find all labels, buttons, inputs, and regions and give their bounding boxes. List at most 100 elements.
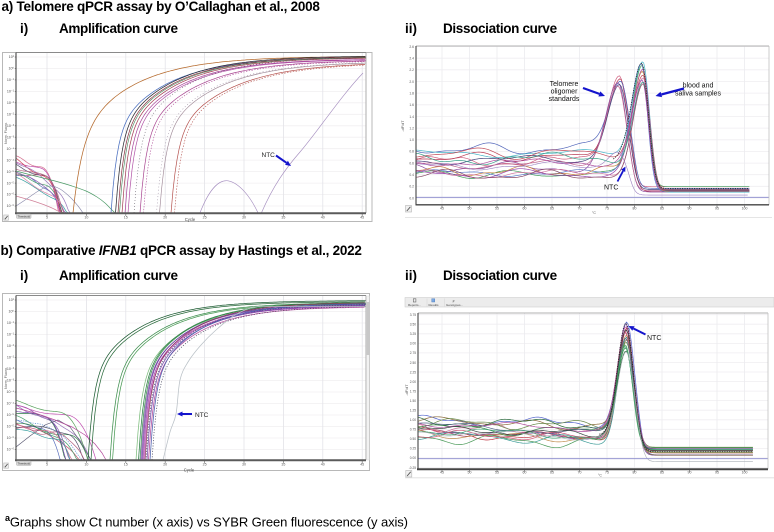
svg-text:Reports...: Reports... (408, 303, 421, 307)
svg-text:NTC: NTC (604, 185, 618, 192)
svg-text:40: 40 (321, 463, 325, 467)
svg-text:10⁻⁶: 10⁻⁶ (7, 193, 15, 197)
svg-text:-dF/dT: -dF/dT (401, 120, 405, 132)
svg-text:15: 15 (124, 463, 128, 467)
svg-text:10⁻⁵: 10⁻⁵ (7, 413, 15, 417)
svg-text:0.50: 0.50 (410, 437, 416, 441)
svg-text:Threshold: Threshold (17, 461, 30, 465)
svg-text:oligomer: oligomer (551, 89, 579, 96)
svg-text:#: # (453, 299, 455, 303)
svg-text:30: 30 (242, 216, 246, 220)
svg-text:0.0: 0.0 (409, 196, 414, 200)
svg-text:25: 25 (203, 216, 207, 220)
svg-text:1.8: 1.8 (409, 91, 414, 95)
svg-text:-dF/dT: -dF/dT (405, 384, 409, 396)
svg-text:2.00: 2.00 (410, 380, 416, 384)
svg-text:0.2: 0.2 (409, 185, 414, 189)
svg-text:35: 35 (281, 216, 285, 220)
svg-text:10⁻¹: 10⁻¹ (7, 90, 15, 94)
svg-text:15: 15 (124, 216, 128, 220)
svg-text:2.0: 2.0 (409, 80, 414, 84)
svg-text:0.75: 0.75 (410, 428, 416, 432)
svg-text:10⁻²: 10⁻² (7, 344, 15, 348)
svg-text:70: 70 (578, 471, 582, 475)
svg-text:10⁻⁶: 10⁻⁶ (7, 436, 15, 440)
svg-text:Cycle: Cycle (184, 468, 195, 473)
svg-text:55: 55 (495, 471, 499, 475)
svg-text:25: 25 (203, 463, 207, 467)
svg-text:10⁻¹: 10⁻¹ (7, 333, 15, 337)
svg-text:10¹: 10¹ (9, 298, 15, 302)
svg-text:45: 45 (440, 206, 444, 210)
svg-text:2.50: 2.50 (410, 361, 416, 365)
svg-text:90: 90 (688, 471, 692, 475)
svg-text:10⁰: 10⁰ (9, 310, 15, 314)
svg-text:3.75: 3.75 (410, 313, 416, 317)
svg-text:NTC: NTC (647, 335, 661, 342)
svg-text:Telomere: Telomere (550, 81, 579, 88)
svg-text:10⁻²: 10⁻² (7, 113, 15, 117)
svg-text:45: 45 (360, 463, 364, 467)
svg-text:Cycle: Cycle (185, 217, 196, 222)
svg-text:90: 90 (688, 206, 692, 210)
svg-text:Genotypes...: Genotypes... (446, 303, 463, 307)
svg-text:°C: °C (592, 211, 596, 215)
svg-text:2.6: 2.6 (409, 45, 414, 49)
svg-text:0.00: 0.00 (410, 456, 416, 460)
svg-text:Threshold: Threshold (17, 214, 30, 218)
svg-text:0.4: 0.4 (409, 173, 414, 177)
svg-text:3.00: 3.00 (410, 342, 416, 346)
svg-text:75: 75 (605, 206, 609, 210)
svg-text:20: 20 (163, 216, 167, 220)
svg-text:65: 65 (550, 206, 554, 210)
svg-text:0.25: 0.25 (410, 447, 416, 451)
svg-text:20: 20 (163, 463, 167, 467)
svg-text:10⁻³: 10⁻³ (7, 379, 15, 383)
svg-text:10⁻⁴: 10⁻⁴ (7, 147, 15, 151)
svg-text:°C: °C (598, 474, 602, 478)
svg-text:10⁻¹: 10⁻¹ (7, 321, 15, 325)
svg-text:80: 80 (633, 471, 637, 475)
svg-text:30: 30 (242, 463, 246, 467)
svg-text:blood and: blood and (683, 83, 714, 90)
svg-text:1.75: 1.75 (410, 389, 416, 393)
svg-text:-0.25: -0.25 (409, 466, 416, 470)
svg-text:55: 55 (495, 206, 499, 210)
svg-text:85: 85 (660, 206, 664, 210)
svg-text:0.6: 0.6 (409, 161, 414, 165)
svg-text:3.25: 3.25 (410, 332, 416, 336)
svg-text:Norm. Fluoro.: Norm. Fluoro. (4, 367, 8, 389)
svg-text:10: 10 (84, 216, 88, 220)
svg-text:standards: standards (549, 96, 580, 103)
svg-text:100: 100 (742, 471, 748, 475)
svg-text:50: 50 (468, 471, 472, 475)
svg-text:85: 85 (660, 471, 664, 475)
svg-text:60: 60 (523, 471, 527, 475)
svg-text:70: 70 (578, 206, 582, 210)
svg-text:50: 50 (468, 206, 472, 210)
svg-text:65: 65 (550, 471, 554, 475)
svg-text:5: 5 (46, 216, 48, 220)
svg-text:10⁻⁶: 10⁻⁶ (7, 448, 15, 452)
svg-text:10⁻⁴: 10⁻⁴ (7, 158, 15, 162)
svg-text:10⁻¹: 10⁻¹ (7, 78, 15, 82)
svg-text:saliva samples: saliva samples (675, 91, 721, 98)
svg-text:10: 10 (84, 463, 88, 467)
svg-text:Norm. Fluoro.: Norm. Fluoro. (4, 122, 8, 144)
svg-text:1.00: 1.00 (410, 418, 416, 422)
svg-text:1.6: 1.6 (409, 103, 414, 107)
svg-text:75: 75 (605, 471, 609, 475)
svg-text:10⁻⁴: 10⁻⁴ (7, 390, 15, 394)
svg-text:1.0: 1.0 (409, 138, 414, 142)
svg-text:60: 60 (523, 206, 527, 210)
svg-text:NTC: NTC (262, 152, 276, 159)
svg-text:95: 95 (715, 206, 719, 210)
svg-text:10⁻³: 10⁻³ (7, 367, 15, 371)
svg-text:Results: Results (428, 303, 439, 307)
svg-text:1.50: 1.50 (410, 399, 416, 403)
svg-text:10⁻⁴: 10⁻⁴ (7, 402, 15, 406)
svg-text:1.2: 1.2 (409, 126, 414, 130)
svg-text:10⁻²: 10⁻² (7, 101, 15, 105)
svg-text:2.75: 2.75 (410, 351, 416, 355)
svg-text:35: 35 (281, 463, 285, 467)
